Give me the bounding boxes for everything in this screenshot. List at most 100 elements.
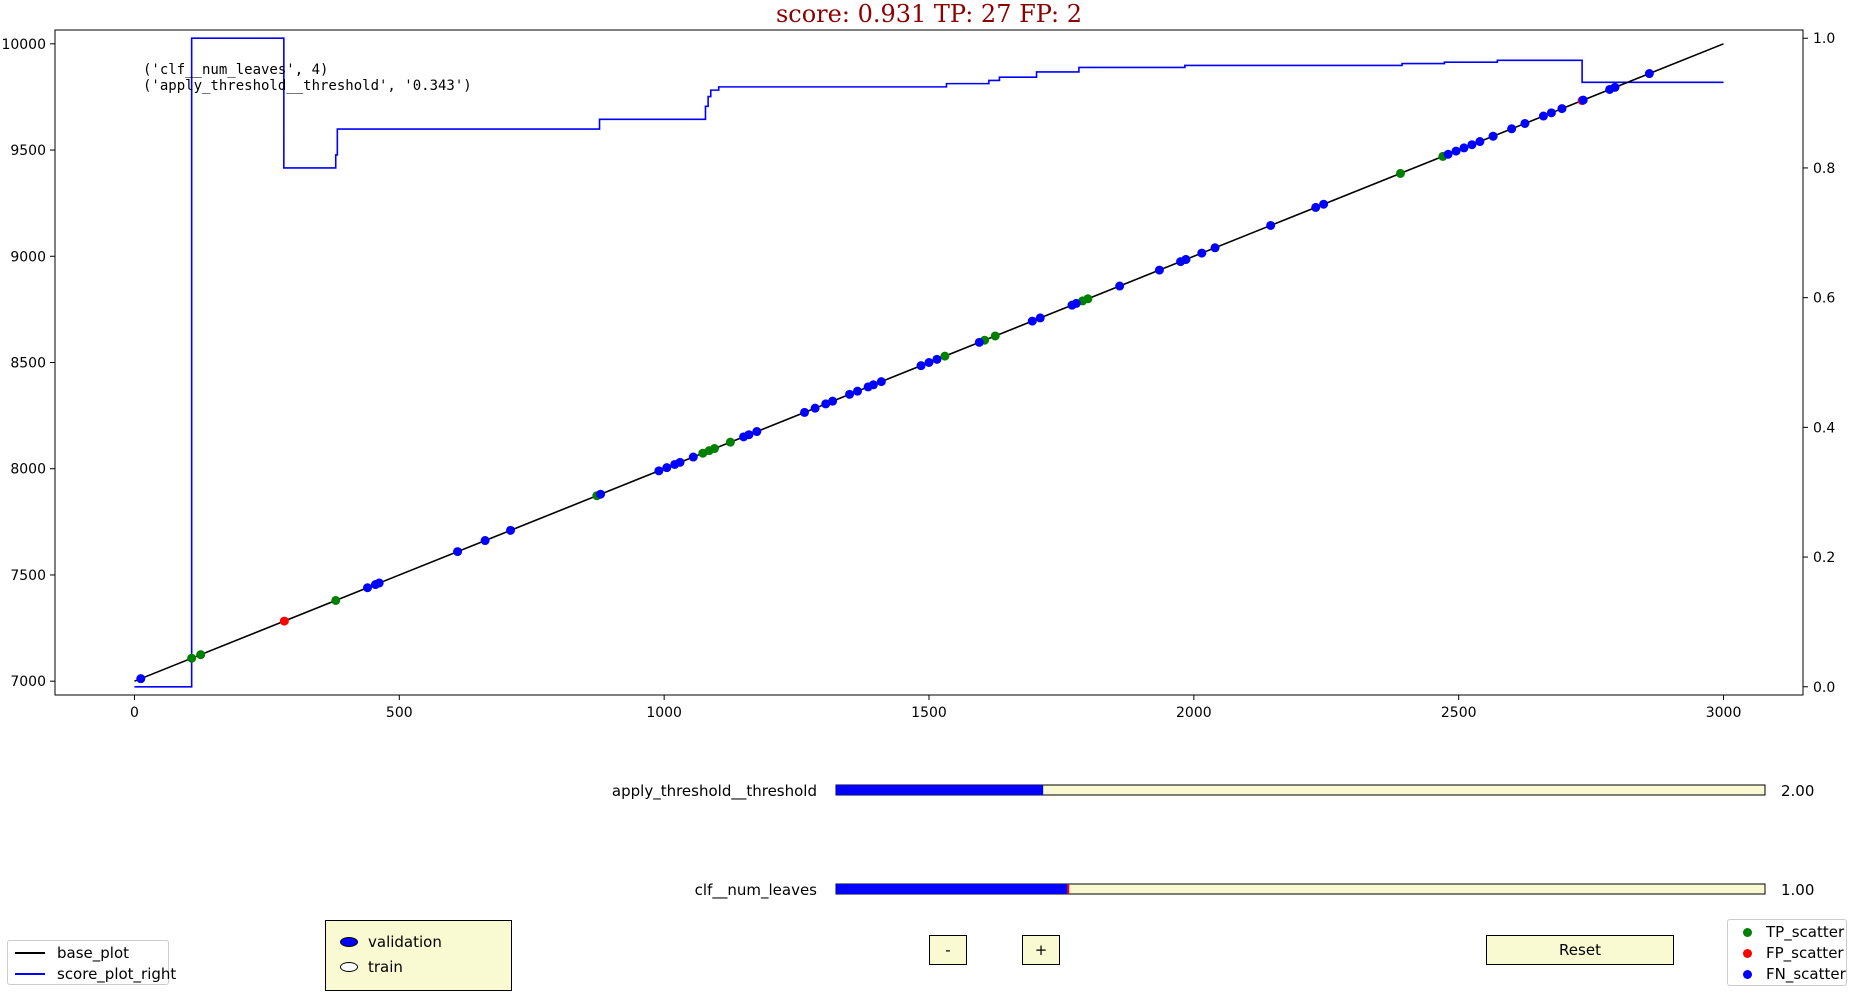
tp-point — [940, 351, 950, 361]
radio-option-train[interactable]: train — [340, 958, 403, 976]
legend-item-fp: FP_scatter — [1743, 944, 1844, 962]
fn-point — [662, 463, 672, 473]
radio-label-validation: validation — [368, 933, 442, 951]
legend-scatter: TP_scatter FP_scatter FN_scatter — [1727, 919, 1847, 986]
radio-label-train: train — [368, 958, 403, 976]
fn-point — [1578, 95, 1588, 105]
fn-point — [506, 525, 516, 535]
fn-point — [744, 430, 754, 440]
fn-point — [845, 389, 855, 399]
legend-label: base_plot — [57, 944, 130, 962]
fn-point — [752, 427, 762, 437]
fn-point — [688, 452, 698, 462]
x-tick-label: 2500 — [1441, 705, 1477, 721]
annotation-line-2: ('apply_threshold__threshold', '0.343') — [143, 78, 472, 94]
fn-point — [453, 547, 463, 557]
x-tick-label: 500 — [386, 705, 413, 721]
radio-selected-icon — [340, 937, 358, 947]
y-left-tick-label: 9000 — [10, 249, 46, 265]
fn-point — [1319, 199, 1329, 209]
legend-item-score-plot-right: score_plot_right — [15, 965, 176, 983]
score-plot-right-series — [134, 37, 1724, 688]
fn-point — [1546, 108, 1556, 118]
tp-point — [990, 331, 1000, 341]
fn-point — [1154, 265, 1164, 275]
legend-item-base-plot: base_plot — [15, 944, 129, 962]
x-tick-label: 0 — [130, 705, 139, 721]
y-left-tick-label: 9500 — [10, 143, 46, 159]
fn-point — [1538, 111, 1548, 121]
y-left-tick-label: 8000 — [10, 462, 46, 478]
increment-button[interactable]: + — [1022, 935, 1060, 965]
tp-point — [187, 653, 197, 663]
y-right-tick-label: 1.0 — [1813, 31, 1835, 47]
fn-point — [800, 407, 810, 417]
x-tick-label: 2000 — [1176, 705, 1212, 721]
fn-point — [1610, 82, 1620, 92]
y-right-tick-label: 0.8 — [1813, 161, 1835, 177]
num-leaves-slider-value: 1.00 — [1781, 881, 1814, 899]
fn-point — [1557, 104, 1567, 114]
legend-label: FP_scatter — [1766, 944, 1844, 962]
fn-point — [596, 489, 606, 499]
legend-label: TP_scatter — [1766, 923, 1845, 941]
y-right-tick-label: 0.2 — [1813, 550, 1835, 566]
radio-option-validation[interactable]: validation — [340, 933, 442, 951]
num-leaves-slider-fill[interactable] — [836, 884, 1069, 894]
fn-point — [1443, 149, 1453, 159]
fn-point — [1459, 143, 1469, 153]
fp-point — [279, 616, 289, 626]
chart-title: score: 0.931 TP: 27 FP: 2 — [776, 0, 1082, 28]
fn-point — [1071, 298, 1081, 308]
legend-label: FN_scatter — [1766, 965, 1846, 983]
dot-swatch-icon — [1743, 927, 1752, 937]
y-axis-left-ticks: 7000 7500 8000 8500 9000 9500 10000 — [1, 37, 55, 690]
y-axis-right-ticks: 0.0 0.2 0.4 0.6 0.8 1.0 — [1803, 31, 1835, 696]
fn-point — [1115, 281, 1125, 291]
legend-lines: base_plot score_plot_right — [7, 940, 176, 985]
fn-point — [821, 399, 831, 409]
fn-point — [374, 578, 384, 588]
y-right-tick-label: 0.4 — [1813, 420, 1835, 436]
line-swatch-icon — [15, 973, 45, 975]
fn-point — [1197, 248, 1207, 258]
x-tick-label: 1000 — [646, 705, 682, 721]
reset-button[interactable]: Reset — [1486, 935, 1674, 965]
fn-point — [1467, 140, 1477, 150]
fn-point — [1035, 313, 1045, 323]
tp-point — [725, 437, 735, 447]
y-left-tick-label: 10000 — [1, 37, 46, 53]
y-left-tick-label: 7500 — [10, 568, 46, 584]
y-left-tick-label: 7000 — [10, 674, 46, 690]
fn-point — [868, 380, 878, 390]
fn-point — [932, 354, 942, 364]
fn-point — [1451, 146, 1461, 156]
annotation-line-1: ('clf__num_leaves', 4) — [143, 62, 328, 78]
fn-point — [480, 536, 490, 546]
fn-point — [1644, 69, 1654, 79]
num-leaves-slider-label: clf__num_leaves — [695, 881, 818, 900]
fn-point — [1311, 202, 1321, 212]
fn-point — [1475, 137, 1485, 147]
fn-point — [1266, 220, 1276, 230]
fn-point — [916, 361, 926, 371]
y-right-tick-label: 0.6 — [1813, 291, 1835, 307]
decrement-button[interactable]: - — [929, 935, 967, 965]
fn-point — [654, 466, 664, 476]
dot-swatch-icon — [1743, 948, 1752, 958]
legend-item-fn: FN_scatter — [1743, 965, 1846, 983]
fn-point — [1210, 243, 1220, 253]
tp-point — [1395, 168, 1405, 178]
threshold-slider-value: 2.00 — [1781, 782, 1814, 800]
threshold-slider-label: apply_threshold__threshold — [612, 782, 817, 801]
score-plot-right-line — [134, 37, 1724, 688]
fn-point — [924, 358, 934, 367]
threshold-slider-fill[interactable] — [836, 785, 1044, 795]
radio-unselected-icon — [340, 962, 358, 972]
dataset-radio-group: validation train — [325, 920, 512, 991]
fn-point — [1027, 316, 1037, 326]
fn-point — [363, 583, 373, 593]
fn-point — [828, 396, 838, 406]
tp-point — [1083, 294, 1093, 304]
fn-point — [1488, 131, 1498, 141]
